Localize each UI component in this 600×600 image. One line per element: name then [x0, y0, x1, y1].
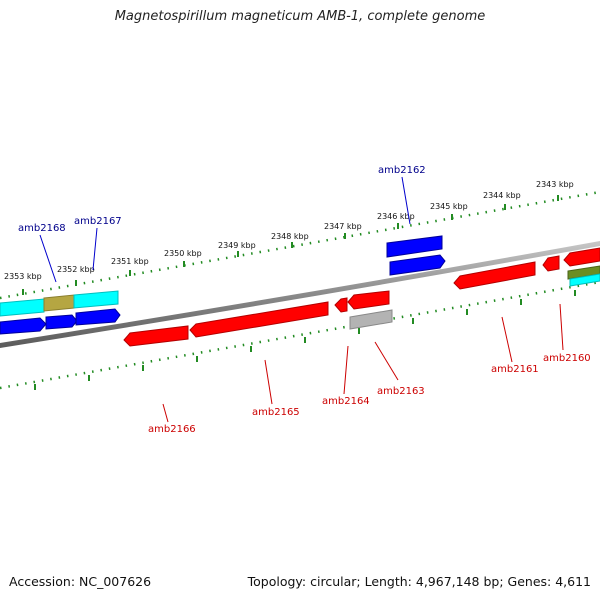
genome-backbone: [0, 241, 600, 348]
gene-feature[interactable]: [569, 273, 600, 287]
gene-feature[interactable]: [347, 290, 390, 310]
gene-label[interactable]: amb2160: [543, 353, 591, 364]
gene-label[interactable]: amb2165: [252, 407, 300, 418]
kbp-tick-labels: 2353 kbp 2352 kbp 2351 kbp 2350 kbp 2349…: [4, 180, 574, 281]
gene-feature[interactable]: [453, 261, 536, 290]
gene-label[interactable]: amb2166: [148, 424, 196, 435]
gene-feature[interactable]: [386, 235, 443, 258]
gene-labels: amb2168 amb2167 amb2162 amb2166 amb2165 …: [18, 165, 591, 435]
kbp-label: 2350 kbp: [164, 249, 202, 258]
gene-feature[interactable]: [563, 247, 600, 267]
gene-feature[interactable]: [73, 290, 119, 309]
kbp-label: 2346 kbp: [377, 212, 415, 221]
kbp-label: 2345 kbp: [430, 202, 468, 211]
gene-feature[interactable]: [43, 294, 75, 312]
kbp-label: 2351 kbp: [111, 257, 149, 266]
gene-label[interactable]: amb2167: [74, 216, 122, 227]
kbp-label: 2347 kbp: [324, 222, 362, 231]
forward-features: [0, 235, 600, 335]
kbp-label: 2349 kbp: [218, 241, 256, 250]
gene-feature[interactable]: [189, 301, 329, 338]
gene-label[interactable]: amb2161: [491, 364, 539, 375]
gene-label[interactable]: amb2168: [18, 223, 66, 234]
gene-feature[interactable]: [334, 297, 348, 313]
gene-feature[interactable]: [389, 254, 446, 276]
gene-feature[interactable]: [75, 308, 121, 326]
kbp-label: 2352 kbp: [57, 265, 95, 274]
gene-feature[interactable]: [45, 314, 78, 330]
gene-feature[interactable]: [349, 309, 393, 330]
gene-label[interactable]: amb2163: [377, 386, 425, 397]
label-leaders: [39, 176, 564, 423]
gene-feature[interactable]: [0, 298, 45, 317]
gene-feature[interactable]: [0, 317, 47, 335]
inner-ruler-major-ticks: [34, 290, 576, 390]
gene-label[interactable]: amb2162: [378, 165, 426, 176]
gene-feature[interactable]: [542, 255, 560, 272]
kbp-label: 2344 kbp: [483, 191, 521, 200]
gene-feature[interactable]: [123, 325, 189, 347]
gene-feature[interactable]: [567, 265, 600, 280]
topology-label: Topology: circular; Length: 4,967,148 bp…: [247, 574, 591, 589]
kbp-label: 2348 kbp: [271, 232, 309, 241]
gene-label[interactable]: amb2164: [322, 396, 370, 407]
map-title: Magnetospirillum magneticum AMB-1, compl…: [114, 9, 486, 24]
kbp-label: 2353 kbp: [4, 272, 42, 281]
accession-label: Accession: NC_007626: [9, 574, 152, 589]
outer-ruler-major-ticks: [22, 195, 559, 295]
reverse-features: [123, 247, 600, 347]
kbp-label: 2343 kbp: [536, 180, 574, 189]
outer-ruler: [0, 190, 600, 300]
